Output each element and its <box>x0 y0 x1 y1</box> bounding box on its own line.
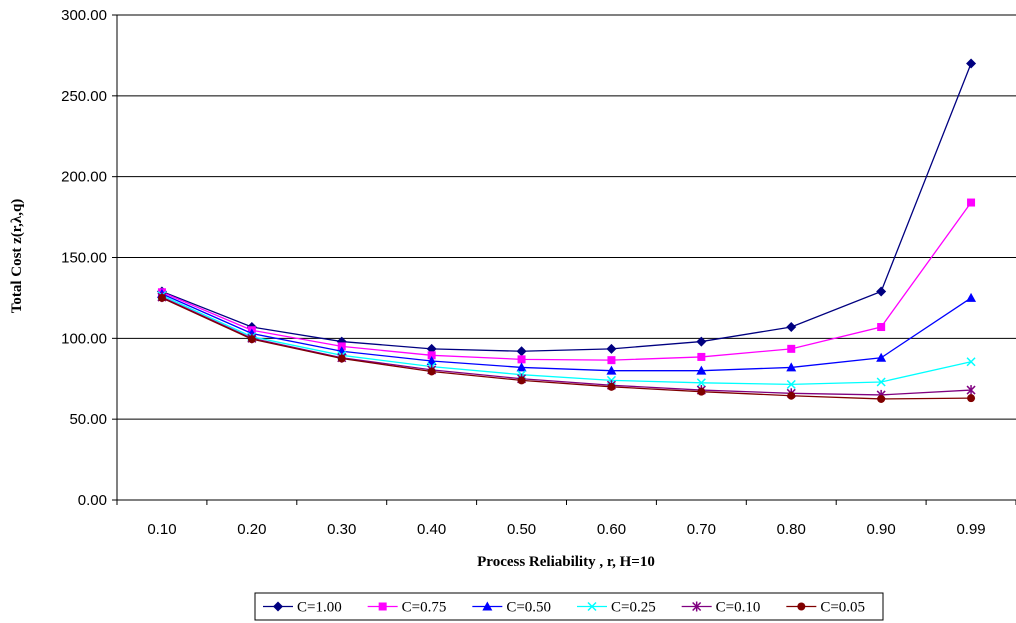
y-tick-label: 200.00 <box>61 169 107 186</box>
data-point <box>697 387 706 396</box>
series-group <box>156 58 977 403</box>
y-tick-label: 0.00 <box>78 492 107 509</box>
y-tick-label: 100.00 <box>61 330 107 347</box>
data-point <box>876 352 887 362</box>
x-tick-labels: 0.10 0.20 0.30 0.40 0.50 0.60 0.70 0.80 0.90 0.99 <box>147 521 985 538</box>
x-tick-label: 0.90 <box>867 521 896 538</box>
data-point <box>967 198 976 207</box>
series-3 <box>157 290 976 389</box>
data-point <box>247 335 256 344</box>
y-tick-label: 300.00 <box>61 7 107 24</box>
data-point <box>426 355 437 365</box>
series-line <box>161 296 972 396</box>
data-point <box>516 362 527 372</box>
legend-label: C=0.05 <box>820 600 865 616</box>
data-point <box>606 343 617 354</box>
legend-item: C=0.25 <box>577 600 656 616</box>
data-point <box>427 351 436 360</box>
data-point <box>877 394 886 403</box>
y-tick-label: 250.00 <box>61 88 107 105</box>
data-point <box>786 362 797 372</box>
series-line <box>161 63 972 352</box>
legend-item: C=0.50 <box>472 600 551 616</box>
data-point <box>966 385 976 396</box>
data-point <box>786 322 797 333</box>
y-tick-label: 150.00 <box>61 250 107 267</box>
data-point <box>517 376 526 385</box>
data-point <box>157 293 166 302</box>
series-0 <box>156 58 977 357</box>
data-point <box>607 382 616 391</box>
data-point <box>337 354 346 363</box>
legend-marker <box>692 601 702 612</box>
data-point <box>517 355 526 364</box>
legend-item: C=1.00 <box>263 600 342 616</box>
data-point <box>966 58 977 69</box>
x-axis-title: Process Reliability , r, H=10 <box>477 554 655 570</box>
legend-marker <box>273 601 283 612</box>
legend-marker <box>587 601 597 612</box>
data-point <box>876 286 887 297</box>
data-point <box>967 394 976 403</box>
x-tick-label: 0.20 <box>237 521 266 538</box>
x-tick-label: 0.40 <box>417 521 446 538</box>
legend-label: C=0.10 <box>716 600 761 616</box>
x-tick-label: 0.30 <box>327 521 356 538</box>
data-point <box>787 391 796 400</box>
axes <box>112 14 1016 505</box>
data-point <box>516 346 527 357</box>
data-point <box>427 367 436 376</box>
y-tick-label: 50.00 <box>69 411 107 428</box>
series-line <box>161 297 972 400</box>
legend-item: C=0.75 <box>367 600 447 616</box>
legend-marker <box>482 601 493 611</box>
data-point <box>696 336 707 347</box>
data-point <box>697 352 706 361</box>
data-point <box>696 365 707 375</box>
data-point <box>966 292 977 302</box>
x-tick-label: 0.70 <box>687 521 716 538</box>
series-5 <box>157 293 976 403</box>
x-tick-label: 0.80 <box>777 521 806 538</box>
x-tick-label: 0.99 <box>956 521 985 538</box>
legend-box <box>254 592 884 621</box>
data-point <box>606 365 617 375</box>
y-tick-labels: 0.00 50.00 100.00 150.00 200.00 250.00 300.00 <box>61 7 107 509</box>
data-point <box>787 344 796 353</box>
data-point <box>607 356 616 365</box>
series-line <box>161 294 972 386</box>
legend-marker <box>378 602 387 611</box>
data-point <box>876 377 886 387</box>
series-line <box>161 202 972 361</box>
legend-marker <box>797 602 806 611</box>
legend-label: C=0.75 <box>402 600 447 616</box>
legend-label: C=0.25 <box>611 600 656 616</box>
data-point <box>877 323 886 332</box>
legend-item: C=0.05 <box>786 600 865 616</box>
legend-item: C=0.10 <box>681 600 761 616</box>
data-point <box>966 357 976 367</box>
x-tick-label: 0.50 <box>507 521 536 538</box>
legend-label: C=0.50 <box>506 600 551 616</box>
legend: C=1.00 C=0.75 C=0.50 C=0.25 C=0.10 C=0.05 <box>254 592 884 621</box>
y-axis-title: Total Cost z(r,λ,q) <box>9 199 25 314</box>
data-point <box>786 379 796 389</box>
x-tick-label: 0.60 <box>597 521 626 538</box>
gridlines <box>117 14 1016 420</box>
data-point <box>696 378 706 388</box>
series-line <box>161 293 972 372</box>
x-tick-label: 0.10 <box>147 521 176 538</box>
legend-label: C=1.00 <box>297 600 342 616</box>
